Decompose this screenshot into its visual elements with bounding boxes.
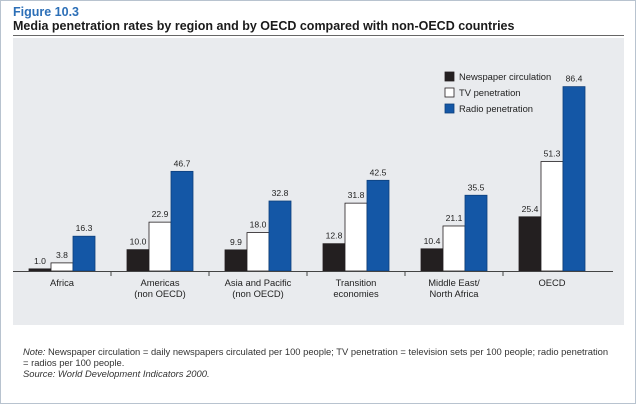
bar-tv-penetration-middle-east-north-africa xyxy=(442,225,466,272)
note-label: Note: xyxy=(23,346,46,357)
bar-radio-penetration-americas-non-oecd xyxy=(170,170,194,272)
value-label-tv-penetration-americas-non-oecd: 22.9 xyxy=(152,209,169,219)
bar-tv-penetration-oecd xyxy=(540,161,564,272)
category-label-middle-east-north-africa-line1: Middle East/ xyxy=(428,277,480,288)
bar-radio-penetration-middle-east-north-africa xyxy=(464,194,488,272)
category-label-transition-economies-line2: economies xyxy=(333,288,379,299)
bar-tv-penetration-asia-and-pacific-non-oecd xyxy=(246,232,270,272)
value-label-radio-penetration-middle-east-north-africa: 35.5 xyxy=(468,182,485,192)
bar-radio-penetration-transition-economies xyxy=(366,179,390,272)
category-label-asia-and-pacific-non-oecd-line2: (non OECD) xyxy=(232,288,284,299)
bar-radio-penetration-asia-and-pacific-non-oecd xyxy=(268,200,292,272)
note-body: Newspaper circulation = daily newspapers… xyxy=(23,346,609,368)
chart-panel: 1.0 3.8 16.3 10.0 22.9 46.7 9.9 18.0 32.8 12.8 31.… xyxy=(13,38,624,325)
bar-radio-penetration-oecd xyxy=(562,86,586,272)
value-label-newspaper-circulation-oecd: 25.4 xyxy=(522,204,539,214)
legend-label-newspaper-circulation: Newspaper circulation xyxy=(459,71,551,82)
category-label-asia-and-pacific-non-oecd-line1: Asia and Pacific xyxy=(225,277,292,288)
legend-swatch-newspaper-circulation xyxy=(444,71,455,82)
value-label-tv-penetration-middle-east-north-africa: 21.1 xyxy=(446,213,463,223)
bar-newspaper-circulation-middle-east-north-africa xyxy=(420,248,444,272)
bar-tv-penetration-transition-economies xyxy=(344,202,368,272)
value-label-newspaper-circulation-americas-non-oecd: 10.0 xyxy=(130,237,147,247)
bar-tv-penetration-africa xyxy=(50,262,74,272)
value-label-newspaper-circulation-africa: 1.0 xyxy=(34,256,46,266)
value-label-tv-penetration-oecd: 51.3 xyxy=(544,149,561,159)
source-text: Source: World Development Indicators 200… xyxy=(23,368,210,379)
bar-newspaper-circulation-americas-non-oecd xyxy=(126,249,150,272)
legend-label-radio-penetration: Radio penetration xyxy=(459,103,533,114)
value-label-radio-penetration-transition-economies: 42.5 xyxy=(370,167,387,177)
legend-swatch-tv-penetration xyxy=(444,87,455,98)
value-label-tv-penetration-transition-economies: 31.8 xyxy=(348,190,365,200)
bar-newspaper-circulation-transition-economies xyxy=(322,243,346,272)
figure-title: Media penetration rates by region and by… xyxy=(13,19,515,33)
value-label-tv-penetration-asia-and-pacific-non-oecd: 18.0 xyxy=(250,220,267,230)
value-label-radio-penetration-americas-non-oecd: 46.7 xyxy=(174,158,191,168)
legend-swatch-radio-penetration xyxy=(444,103,455,114)
category-label-americas-non-oecd-line1: Americas xyxy=(140,277,179,288)
bar-chart: 1.0 3.8 16.3 10.0 22.9 46.7 9.9 18.0 32.8 12.8 31.… xyxy=(13,71,613,299)
value-label-newspaper-circulation-asia-and-pacific-non-oecd: 9.9 xyxy=(230,237,242,247)
legend-label-tv-penetration: TV penetration xyxy=(459,87,521,98)
category-label-transition-economies-line1: Transition xyxy=(336,277,377,288)
bar-radio-penetration-africa xyxy=(72,235,96,272)
category-label-africa: Africa xyxy=(50,277,75,288)
value-label-tv-penetration-africa: 3.8 xyxy=(56,250,68,260)
title-divider xyxy=(13,35,624,36)
value-label-radio-penetration-asia-and-pacific-non-oecd: 32.8 xyxy=(272,188,289,198)
value-label-radio-penetration-africa: 16.3 xyxy=(76,223,93,233)
bar-tv-penetration-americas-non-oecd xyxy=(148,221,172,272)
bar-newspaper-circulation-africa xyxy=(28,268,52,272)
value-label-newspaper-circulation-middle-east-north-africa: 10.4 xyxy=(424,236,441,246)
notes-panel: Note: Newspaper circulation = daily news… xyxy=(13,328,624,399)
category-label-middle-east-north-africa-line2: North Africa xyxy=(430,288,480,299)
note-text: Note: Newspaper circulation = daily news… xyxy=(23,346,613,368)
category-label-oecd: OECD xyxy=(538,277,565,288)
figure-label: Figure 10.3 xyxy=(13,5,79,19)
bar-newspaper-circulation-asia-and-pacific-non-oecd xyxy=(224,249,248,272)
value-label-radio-penetration-oecd: 86.4 xyxy=(566,74,583,84)
category-label-americas-non-oecd-line2: (non OECD) xyxy=(134,288,186,299)
bar-newspaper-circulation-oecd xyxy=(518,216,542,272)
value-label-newspaper-circulation-transition-economies: 12.8 xyxy=(326,231,343,241)
